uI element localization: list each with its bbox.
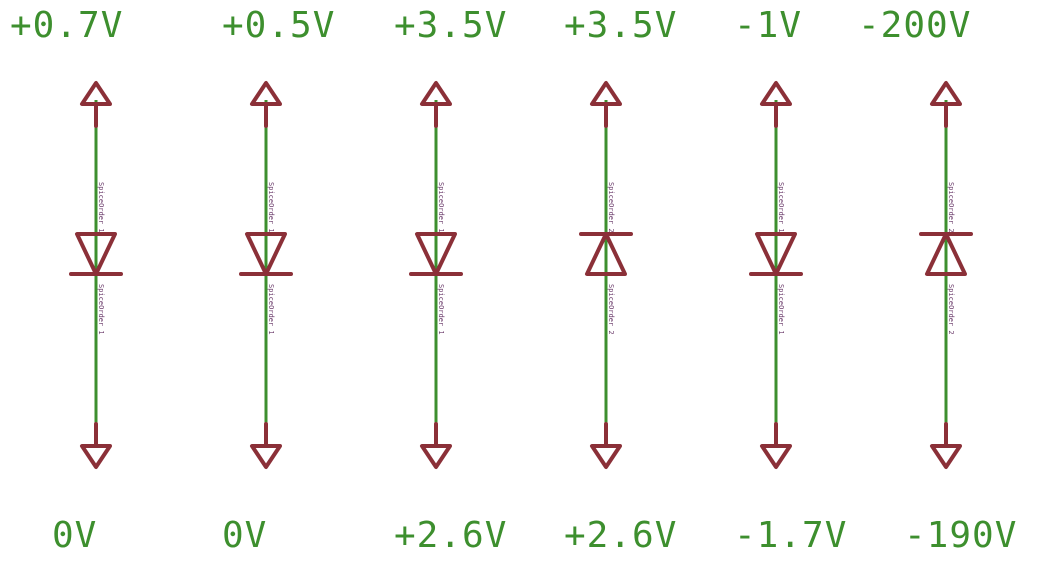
top-voltage-label: +3.5V (394, 5, 508, 46)
bottom-terminal-arrow (930, 444, 962, 469)
spice-order-label: SpiceOrder 2 (947, 182, 955, 233)
diode (919, 232, 973, 276)
diode-circuit: SpiceOrder 2 SpiceOrder 2 (919, 81, 973, 469)
diode-circuit: SpiceOrder 1 SpiceOrder 1 (69, 81, 123, 469)
diode (749, 232, 803, 276)
top-voltage-label: +0.5V (222, 5, 336, 46)
diode (239, 232, 293, 276)
diode (579, 232, 633, 276)
diode-anode-triangle (585, 232, 627, 276)
bottom-terminal-arrow (420, 444, 452, 469)
bottom-voltage-label: 0V (222, 515, 268, 556)
diode-circuit: SpiceOrder 1 SpiceOrder 1 (239, 81, 293, 469)
top-voltage-label: +3.5V (564, 5, 678, 46)
spice-order-label: SpiceOrder 1 (437, 182, 445, 233)
diode-circuit: SpiceOrder 2 SpiceOrder 2 (579, 81, 633, 469)
diode (69, 232, 123, 276)
diode (409, 232, 463, 276)
bottom-voltage-label: +2.6V (564, 515, 678, 556)
diode-anode-triangle (925, 232, 967, 276)
diode-anode-triangle (75, 232, 117, 276)
spice-order-label: SpiceOrder 2 (607, 284, 615, 335)
spice-order-label: SpiceOrder 1 (97, 182, 105, 233)
bottom-voltage-label: 0V (52, 515, 98, 556)
bottom-terminal-arrow (80, 444, 112, 469)
spice-order-label: SpiceOrder 1 (777, 182, 785, 233)
diode-anode-triangle (245, 232, 287, 276)
bottom-terminal-arrow (250, 444, 282, 469)
bottom-terminal-arrow (590, 444, 622, 469)
diode-circuit: SpiceOrder 1 SpiceOrder 1 (409, 81, 463, 469)
spice-order-label: SpiceOrder 2 (607, 182, 615, 233)
spice-order-label: SpiceOrder 1 (267, 284, 275, 335)
spice-order-label: SpiceOrder 1 (777, 284, 785, 335)
bottom-voltage-label: -190V (904, 515, 1018, 556)
bottom-voltage-label: -1.7V (734, 515, 848, 556)
diode-anode-triangle (755, 232, 797, 276)
spice-order-label: SpiceOrder 1 (97, 284, 105, 335)
bottom-terminal-arrow (760, 444, 792, 469)
bottom-voltage-label: +2.6V (394, 515, 508, 556)
spice-order-label: SpiceOrder 1 (437, 284, 445, 335)
spice-order-label: SpiceOrder 2 (947, 284, 955, 335)
spice-order-label: SpiceOrder 1 (267, 182, 275, 233)
top-voltage-label: +0.7V (10, 5, 124, 46)
top-voltage-label: -200V (858, 5, 972, 46)
diode-circuit: SpiceOrder 1 SpiceOrder 1 (749, 81, 803, 469)
top-voltage-label: -1V (734, 5, 803, 46)
diode-anode-triangle (415, 232, 457, 276)
